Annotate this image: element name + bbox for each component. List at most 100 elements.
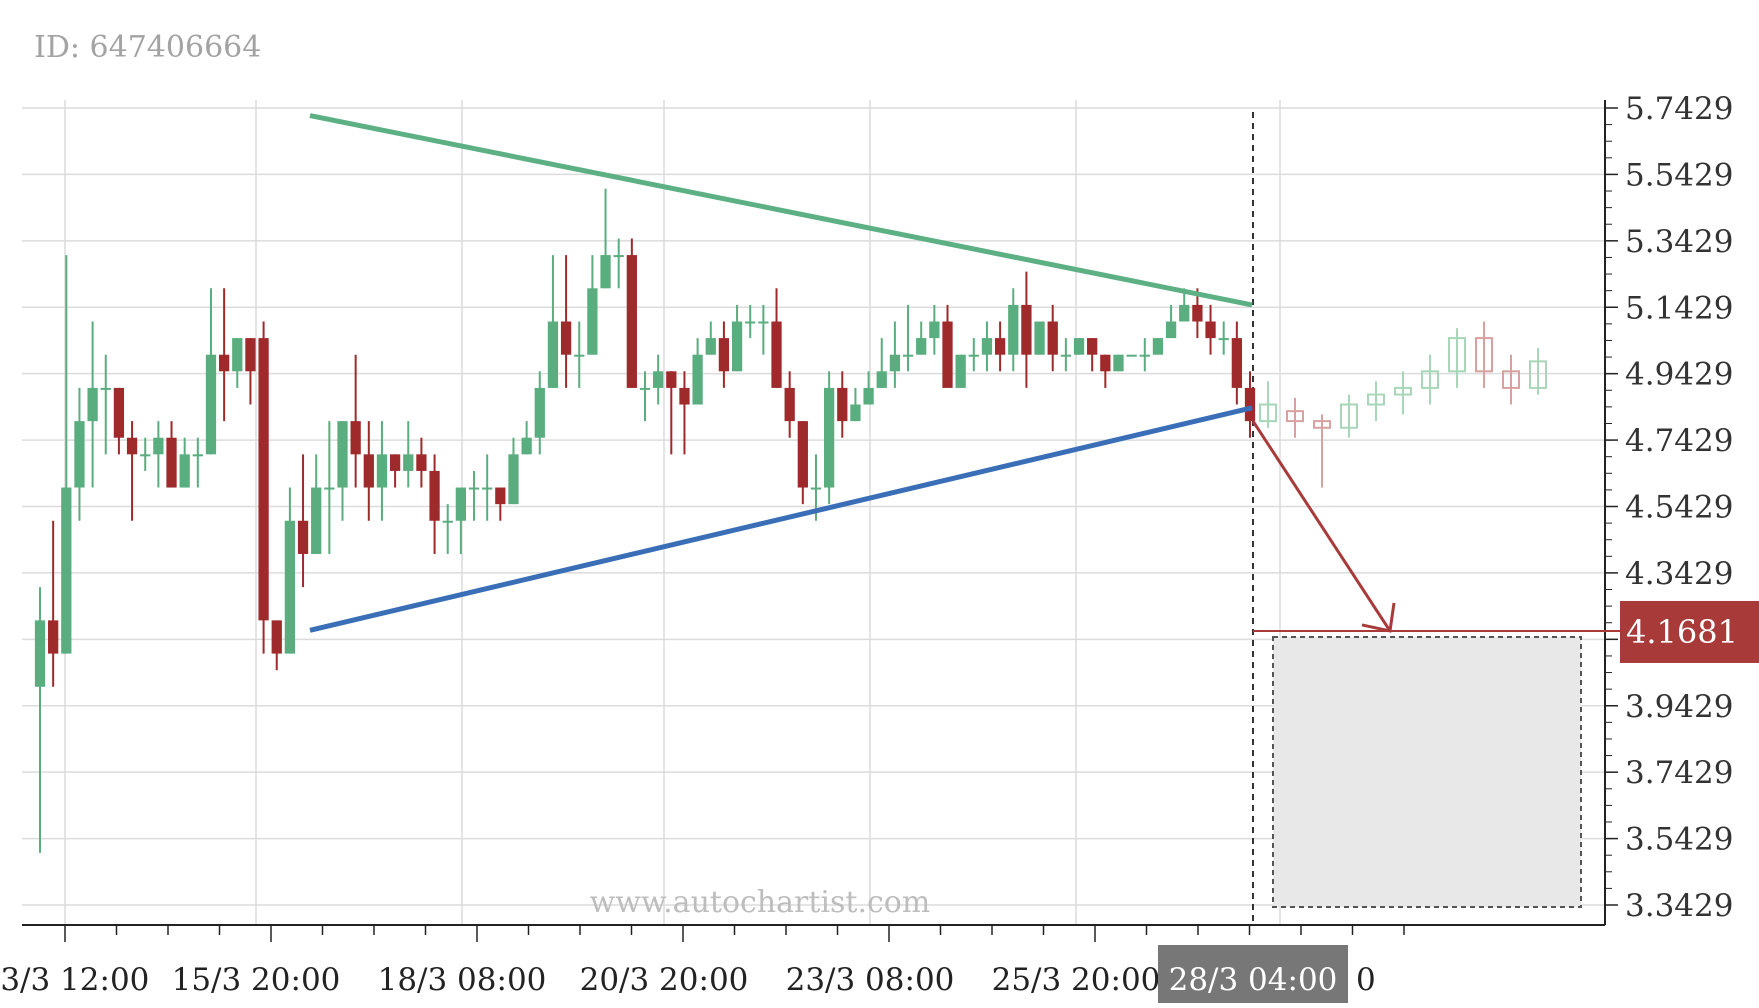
candle-body (337, 421, 348, 488)
candle-body (929, 321, 940, 339)
candle-body (889, 354, 901, 372)
candle-body (284, 520, 296, 654)
candle-body (968, 354, 979, 357)
candle-body (994, 338, 1006, 355)
candle-body (666, 371, 677, 388)
candle-body (705, 338, 716, 355)
candle-body (455, 487, 466, 521)
candle-body (863, 387, 874, 405)
candle-body (1113, 354, 1124, 372)
candle-body (34, 620, 46, 687)
projection-body (1340, 403, 1358, 429)
watermark: www.autochartist.com (590, 885, 931, 920)
candle-body (521, 437, 532, 455)
projection-body (1448, 337, 1466, 373)
candle-body (403, 454, 414, 471)
projection-body (1259, 403, 1277, 423)
candle-body (718, 338, 730, 372)
candle-body (153, 437, 164, 455)
candle-body (600, 255, 611, 289)
candle-body (613, 255, 624, 258)
candle-body (48, 620, 59, 654)
y-tick-label: 4.5429 (1625, 490, 1733, 526)
candle-body (1244, 387, 1256, 422)
target-arrow-head (1361, 602, 1396, 633)
candle-body (140, 454, 151, 457)
candle-body (232, 338, 243, 372)
projection-body (1367, 393, 1385, 406)
x-tick-label: 18/3 08:00 (378, 962, 547, 998)
target-price-badge (1620, 600, 1759, 663)
axis-labels: 5.7429 5.5429 5.3429 5.1429 4.9429 4.7429 4.54… (0, 91, 1759, 1003)
chart-id-label: ID: 647406664 (34, 30, 262, 65)
candle-body (324, 487, 335, 490)
candle-body (205, 354, 217, 455)
x-tick-label: 23/3 08:00 (786, 962, 955, 998)
current-time-badge (1158, 945, 1348, 1003)
candle-body (916, 338, 927, 355)
y-tick-label: 3.5429 (1625, 822, 1733, 858)
axes (22, 100, 1618, 942)
candle-body (1139, 354, 1150, 357)
x-tick-label: 20/3 20:00 (580, 962, 749, 998)
y-tick-label: 3.9429 (1625, 689, 1733, 725)
target-price-label: 4.1681 (1626, 613, 1738, 651)
x-tick-label-partial: 0 (1356, 962, 1376, 998)
support-line (309, 405, 1253, 633)
projection-body (1421, 370, 1439, 389)
candle-body (1100, 354, 1111, 372)
projection-body (1286, 410, 1304, 423)
candle-body (745, 321, 756, 324)
projection-body (1313, 420, 1331, 429)
x-tick-label: 15/3 20:00 (172, 962, 341, 998)
candle-body (876, 371, 887, 388)
candle-body (942, 321, 953, 388)
candle-body (363, 454, 374, 488)
candle-body (126, 437, 138, 455)
projection-body (1529, 360, 1547, 389)
candle-body (1021, 304, 1032, 355)
candle-body (350, 421, 361, 455)
candle-body (1047, 321, 1058, 355)
y-tick-label: 3.3429 (1625, 888, 1733, 924)
candle-body (731, 321, 743, 372)
candle-body (560, 321, 572, 355)
candle-body (495, 487, 506, 505)
candle-body (1087, 338, 1098, 355)
y-tick-label: 4.7429 (1625, 423, 1733, 459)
candle-body (797, 421, 808, 488)
candle-body (1126, 354, 1137, 357)
candle-body (192, 454, 203, 457)
candle-body (587, 288, 598, 355)
candle-body (679, 387, 690, 405)
pattern-lines (309, 113, 1396, 633)
candle-body (166, 437, 177, 488)
candle-body (482, 487, 493, 490)
candle-body (810, 487, 822, 490)
x-tick-label: 25/3 20:00 (992, 962, 1161, 998)
candle-body (508, 454, 519, 505)
candle-body (1192, 304, 1203, 322)
candle-body (626, 255, 637, 388)
candle-body (74, 421, 85, 488)
resistance-line (309, 113, 1253, 308)
candle-body (784, 387, 795, 422)
candle-body (429, 470, 440, 521)
candle-body (981, 338, 993, 355)
candle-body (758, 321, 769, 324)
forecast-target-box (1272, 635, 1582, 908)
current-time-label: 28/3 04:00 (1169, 962, 1338, 998)
projection-body (1502, 370, 1520, 389)
candle-body (1165, 321, 1177, 339)
candle-body (824, 387, 835, 488)
candle-body (547, 321, 559, 388)
candle-body (574, 354, 585, 357)
y-tick-label: 3.7429 (1625, 755, 1733, 791)
candle-body (468, 487, 480, 490)
candle-body (311, 487, 322, 554)
candle-body (639, 387, 651, 390)
candle-body (245, 338, 256, 372)
target-arrow-shaft (1251, 420, 1392, 632)
